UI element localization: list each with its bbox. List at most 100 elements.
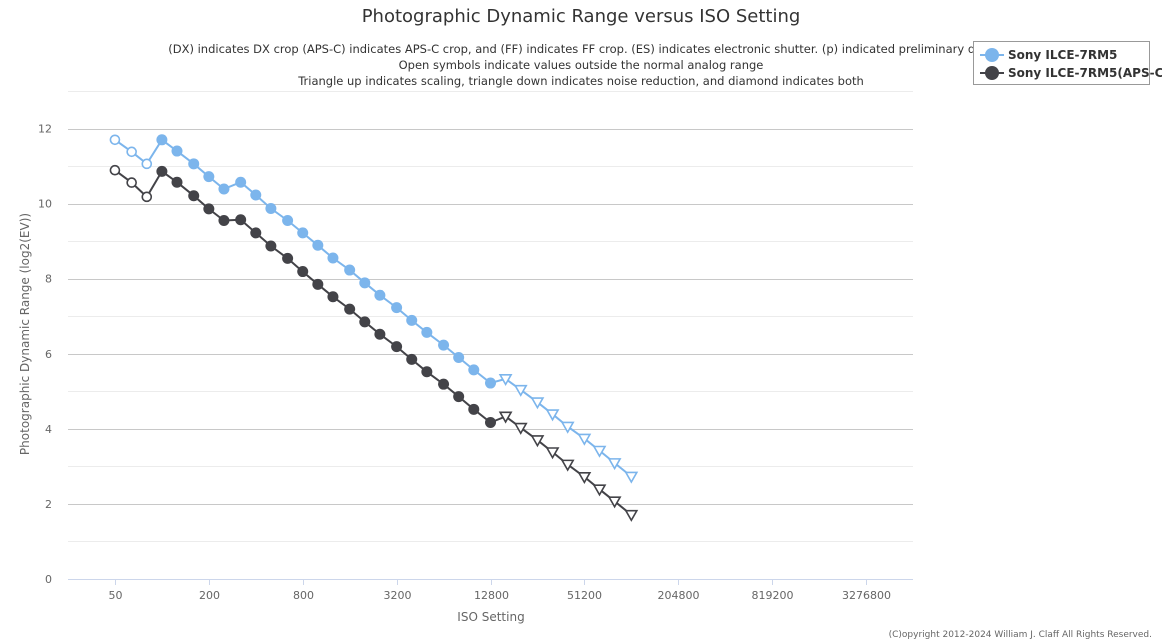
series-1	[109, 134, 639, 484]
data-point	[374, 289, 386, 301]
data-point-triangle-down	[577, 471, 592, 485]
axes: 0 2 4 6 8 10 12 50 200 800 3200 12800 51200 204800 819…	[38, 123, 913, 602]
data-point-triangle-down	[513, 422, 528, 435]
data-point	[438, 378, 450, 390]
data-point	[344, 303, 356, 315]
data-point	[265, 240, 277, 252]
y-axis-title: Photographic Dynamic Range (log2(EV))	[18, 213, 32, 455]
data-point-triangle-down	[592, 484, 607, 497]
data-point-triangle-down	[560, 459, 575, 472]
legend-label-series-2: Sony ILCE-7RM5(APS-C)	[1008, 66, 1162, 80]
data-point	[171, 145, 183, 157]
data-point	[218, 215, 230, 227]
data-point	[265, 202, 277, 214]
chart-subtitle-line-2: Open symbols indicate values outside the…	[398, 58, 764, 72]
data-point	[327, 291, 339, 303]
data-point	[203, 171, 215, 183]
data-point	[406, 353, 418, 365]
y-tick-label: 8	[45, 273, 52, 286]
data-point	[421, 326, 433, 338]
data-point	[171, 176, 183, 188]
data-point	[203, 203, 215, 215]
data-point-triangle-down	[607, 496, 622, 509]
chart-subtitle-line-1: (DX) indicates DX crop (APS-C) indicates…	[168, 42, 994, 56]
series-2	[109, 164, 639, 522]
x-tick-label: 800	[293, 589, 314, 602]
data-point	[453, 352, 465, 364]
data-point-triangle-down	[513, 384, 528, 397]
x-tick-label: 50	[109, 589, 123, 602]
data-point	[235, 176, 247, 188]
data-point	[327, 252, 339, 264]
data-point	[485, 377, 496, 389]
x-tick-label: 51200	[567, 589, 602, 602]
legend-symbol-circle-icon	[980, 48, 1004, 62]
data-point	[297, 266, 309, 278]
data-point	[250, 189, 262, 201]
y-tick-label: 12	[38, 123, 52, 136]
data-point	[391, 341, 403, 353]
data-point-triangle-down	[545, 409, 560, 422]
data-point	[188, 190, 200, 202]
x-tick-label: 819200	[752, 589, 794, 602]
grid-lines	[68, 91, 913, 580]
data-point-triangle-down	[530, 435, 545, 448]
x-tick-label: 12800	[474, 589, 509, 602]
data-point	[312, 239, 324, 251]
x-tick-label: 200	[199, 589, 220, 602]
data-point	[359, 316, 371, 328]
x-tick-label: 204800	[658, 589, 700, 602]
data-point-triangle-down	[624, 471, 639, 484]
data-point	[156, 165, 168, 177]
legend-symbol-circle-icon	[980, 66, 1004, 80]
data-point	[312, 278, 324, 290]
data-point	[485, 416, 496, 428]
data-point	[188, 158, 200, 170]
chart-subtitle-line-3: Triangle up indicates scaling, triangle …	[298, 74, 864, 88]
data-point	[297, 227, 309, 239]
data-point-triangle-down	[624, 509, 639, 522]
x-tick-label: 3276800	[842, 589, 891, 602]
y-tick-label: 4	[45, 423, 52, 436]
legend-item-series-2[interactable]: Sony ILCE-7RM5(APS-C)	[980, 64, 1162, 82]
data-point	[282, 252, 294, 264]
series-layer	[109, 134, 639, 522]
data-point	[406, 314, 418, 326]
chart-title: Photographic Dynamic Range versus ISO Se…	[361, 6, 801, 27]
data-point-triangle-down	[560, 421, 575, 434]
legend-item-series-1[interactable]: Sony ILCE-7RM5	[980, 46, 1117, 64]
data-point-open	[141, 191, 153, 203]
data-point	[438, 339, 450, 351]
x-axis-title: ISO Setting	[457, 610, 524, 624]
data-point	[156, 134, 168, 146]
data-point-triangle-down	[577, 433, 592, 446]
data-point	[421, 366, 433, 378]
y-tick-label: 6	[45, 348, 52, 361]
series-line	[114, 138, 632, 478]
series-line	[114, 169, 632, 516]
data-point-open	[109, 164, 121, 176]
y-tick-label: 10	[38, 198, 52, 211]
data-point	[250, 227, 262, 239]
data-point	[282, 215, 294, 227]
x-tick-label: 3200	[384, 589, 412, 602]
copyright-notice: (C)opyright 2012-2024 William J. Claff A…	[888, 630, 1152, 640]
data-point-open	[126, 146, 137, 158]
data-point	[218, 183, 230, 195]
data-point	[468, 364, 480, 376]
data-point	[468, 403, 480, 415]
data-point-triangle-down	[607, 458, 622, 471]
y-tick-label: 2	[45, 498, 52, 511]
data-point	[391, 302, 403, 314]
data-point-triangle-down	[530, 397, 545, 410]
data-point-triangle-down	[545, 447, 560, 460]
data-point	[344, 264, 356, 276]
data-point	[235, 214, 247, 226]
data-point	[374, 328, 386, 340]
y-tick-label: 0	[45, 573, 52, 586]
data-point-open	[141, 158, 153, 170]
legend-label-series-1: Sony ILCE-7RM5	[1008, 48, 1118, 62]
data-point-open	[109, 134, 121, 146]
